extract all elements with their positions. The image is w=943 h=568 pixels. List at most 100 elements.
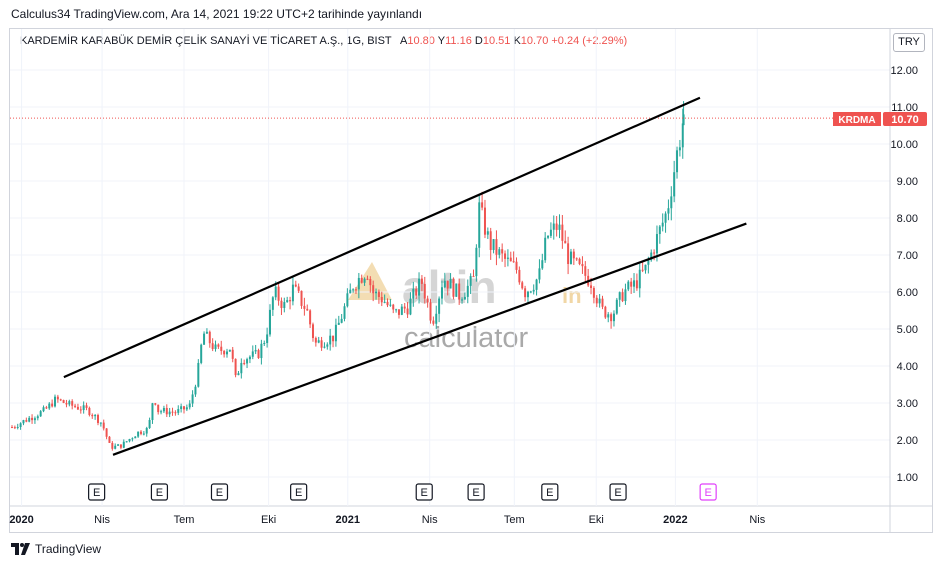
- earnings-marker-box[interactable]: [88, 483, 106, 501]
- low-label: D: [474, 35, 483, 47]
- candle-body: [495, 239, 498, 255]
- candle-body: [56, 396, 59, 400]
- candle-body: [248, 356, 251, 360]
- candle-body: [360, 277, 363, 283]
- candle-body: [635, 280, 638, 289]
- candle-body: [658, 226, 661, 235]
- candle-body: [406, 308, 409, 315]
- candle-body: [306, 308, 309, 311]
- candle-body: [486, 231, 489, 235]
- candle-body: [595, 297, 598, 304]
- symbol-legend: KARDEMİR KARABÜK DEMİR ÇELİK SANAYİ VE T…: [20, 35, 627, 47]
- candle-body: [349, 289, 352, 294]
- candle-body: [300, 290, 303, 306]
- earnings-marker-box[interactable]: [210, 483, 229, 501]
- x-tick-label: Tem: [504, 514, 525, 526]
- candle-body: [452, 279, 455, 297]
- currency-button[interactable]: TRY: [893, 33, 925, 52]
- footer-brand: TradingView: [35, 542, 102, 556]
- candle-body: [409, 298, 412, 315]
- candle-body: [426, 298, 429, 303]
- candle-body: [139, 431, 142, 434]
- upper-trendline[interactable]: [63, 96, 701, 379]
- high-label: Y: [437, 35, 446, 47]
- open-value: 10.80: [407, 35, 435, 47]
- y-tick-label: 11.00: [891, 102, 918, 114]
- candle-body: [498, 249, 501, 255]
- candle-body: [208, 331, 211, 344]
- candle-body: [650, 252, 653, 261]
- candle-body: [191, 394, 194, 404]
- earnings-marker-box[interactable]: [415, 483, 433, 501]
- candle-body: [25, 420, 28, 422]
- candle-body: [429, 302, 432, 321]
- candle-body: [157, 404, 160, 413]
- earnings-marker-box[interactable]: [150, 483, 169, 501]
- candle-body: [372, 285, 375, 294]
- candle-body: [354, 289, 357, 291]
- candle-body: [309, 310, 312, 325]
- candle-body: [162, 407, 165, 412]
- candle-body: [177, 409, 180, 413]
- candle-body: [194, 386, 197, 395]
- earnings-marker-box[interactable]: [609, 483, 627, 501]
- earnings-marker-label: E: [421, 487, 428, 499]
- candle-body: [211, 343, 214, 350]
- candle-body: [653, 252, 656, 254]
- candle-body: [369, 279, 372, 286]
- y-axis: 1.00 2.00 3.00 4.00 5.00 6.00 7.00 8.00 9.00 10.0…: [890, 65, 918, 484]
- candle-body: [19, 423, 22, 427]
- candle-body: [461, 299, 464, 301]
- lower-trendline[interactable]: [112, 222, 747, 456]
- tradingview-logo-icon: [11, 543, 30, 555]
- candle-body: [203, 333, 206, 345]
- candle-body: [197, 362, 200, 387]
- candle-body: [667, 208, 670, 214]
- candle-body: [386, 301, 389, 306]
- candle-body: [641, 269, 644, 271]
- candle-body: [22, 420, 25, 424]
- candle-body: [62, 400, 65, 403]
- earnings-future-marker-box[interactable]: [699, 483, 717, 501]
- candle-body: [524, 288, 527, 298]
- candle-body: [114, 445, 117, 449]
- candle-body: [630, 281, 633, 287]
- candle-body: [472, 276, 475, 278]
- candle-body: [572, 251, 575, 259]
- candle-body: [96, 415, 99, 423]
- candle-body: [59, 399, 62, 401]
- x-tick-label: Nis: [422, 514, 438, 526]
- candle-body: [263, 343, 266, 345]
- candle-body: [647, 260, 650, 265]
- candle-body: [117, 444, 120, 446]
- candle-body: [501, 249, 504, 254]
- earnings-marker-box[interactable]: [467, 483, 485, 501]
- ticker-badge: [833, 112, 881, 126]
- candle-body: [352, 289, 355, 291]
- last-candle-body: [682, 114, 685, 126]
- candle-body: [11, 427, 13, 429]
- y-tick-label: 6.00: [897, 287, 918, 299]
- candle-body: [610, 314, 613, 322]
- candle-body: [440, 287, 443, 299]
- candle-body: [254, 350, 257, 352]
- candle-body: [188, 403, 191, 408]
- candle-body: [644, 264, 647, 271]
- earnings-marker-label: E: [546, 487, 553, 499]
- candle-body: [549, 229, 552, 236]
- earnings-marker-box[interactable]: [290, 483, 308, 501]
- candle-body: [509, 257, 512, 262]
- candle-body: [607, 314, 610, 318]
- candle-body: [88, 407, 91, 415]
- candle-body: [392, 304, 395, 310]
- watermark: altin in calculator: [348, 261, 582, 354]
- candle-body: [518, 269, 521, 283]
- trend-channel[interactable]: [63, 96, 747, 456]
- earnings-future-marker-label: E: [704, 487, 711, 499]
- candle-body: [291, 284, 294, 302]
- candle-body: [217, 344, 220, 347]
- earnings-marker-box[interactable]: [541, 483, 559, 501]
- candle-body: [681, 123, 684, 148]
- x-tick-label: Nis: [94, 514, 110, 526]
